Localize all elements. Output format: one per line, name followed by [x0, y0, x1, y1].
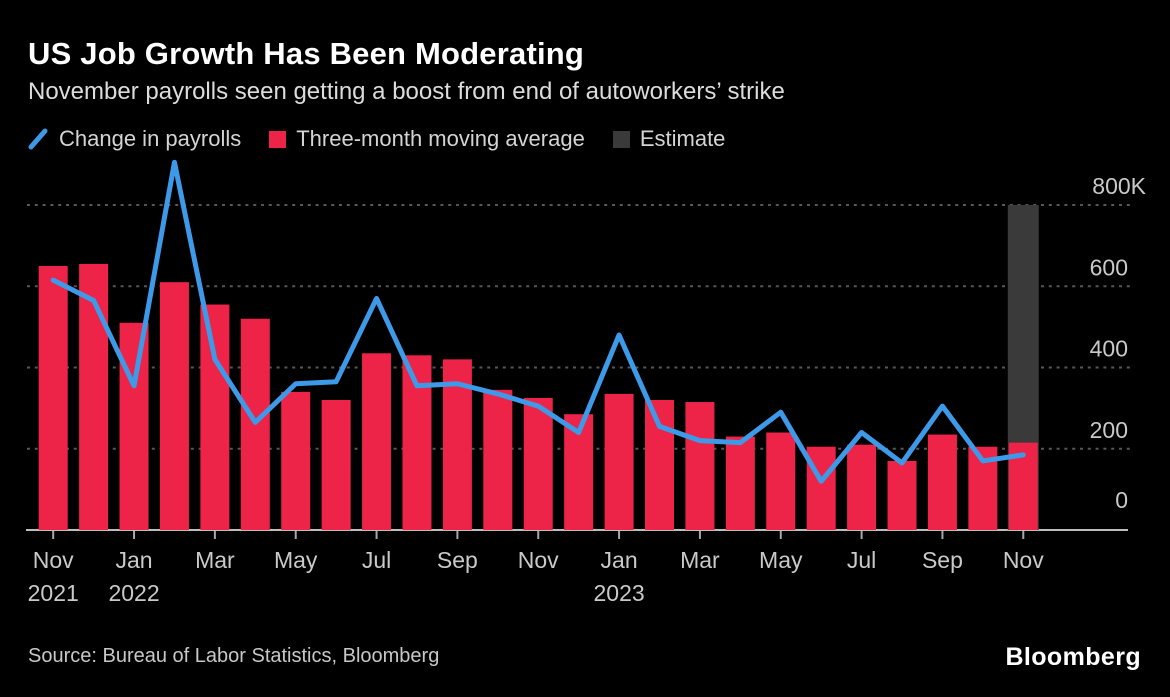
- line-series-icon: [28, 128, 48, 150]
- y-axis-label: 600: [1090, 254, 1128, 280]
- moving-average-bar: [119, 322, 149, 530]
- moving-average-bar: [362, 353, 392, 530]
- legend-label: Change in payrolls: [59, 126, 242, 151]
- moving-average-bar: [483, 389, 513, 530]
- x-axis-label: Jan: [601, 547, 638, 573]
- moving-average-bar: [281, 391, 311, 530]
- moving-average-bar: [685, 402, 715, 530]
- x-axis-label: Jul: [362, 547, 391, 573]
- x-axis-label: Nov: [1003, 547, 1044, 573]
- moving-average-bar: [887, 460, 917, 530]
- x-axis-year-label: 2021: [28, 580, 79, 606]
- moving-average-bar: [523, 397, 553, 530]
- y-axis-label: 800K: [1092, 173, 1146, 199]
- moving-average-bar: [604, 393, 634, 530]
- x-axis-label: Nov: [33, 547, 74, 573]
- legend-label: Estimate: [639, 126, 726, 151]
- moving-average-bar: [725, 436, 755, 530]
- moving-average-bar: [927, 434, 957, 530]
- x-axis-label: May: [274, 547, 318, 573]
- bloomberg-logo: Bloomberg: [1005, 643, 1141, 671]
- legend-item-estimate: Estimate: [612, 126, 726, 152]
- source-note: Source: Bureau of Labor Statistics, Bloo…: [28, 645, 440, 667]
- moving-average-bar: [200, 304, 230, 530]
- y-axis-label: 200: [1090, 417, 1128, 443]
- x-axis-label: Nov: [518, 547, 559, 573]
- x-axis-label: Jan: [115, 547, 152, 573]
- moving-average-bar: [766, 432, 796, 530]
- x-axis-label: Mar: [195, 547, 235, 573]
- x-axis-label: Mar: [680, 547, 720, 573]
- legend-item-moving-average: Three-month moving average: [269, 126, 585, 152]
- payrolls-line: [50, 159, 1026, 484]
- x-axis-year-label: 2022: [108, 580, 159, 606]
- y-axis-label: 0: [1115, 487, 1128, 513]
- moving-average-bar: [847, 444, 877, 530]
- x-axis-label: Jul: [847, 547, 876, 573]
- legend: Change in payrolls Three-month moving av…: [27, 126, 725, 152]
- chart-title: US Job Growth Has Been Moderating: [28, 36, 585, 71]
- moving-average-bar: [159, 282, 189, 530]
- legend-item-change-in-payrolls: Change in payrolls: [27, 126, 241, 152]
- moving-average-bar: [645, 400, 674, 530]
- y-axis-label: 400: [1090, 336, 1128, 362]
- estimate-series-icon: [612, 130, 630, 148]
- moving-average-bar: [38, 265, 68, 530]
- x-axis-label: Sep: [437, 547, 478, 573]
- moving-average-bar: [79, 263, 109, 530]
- moving-average-bar: [321, 400, 351, 530]
- x-axis-label: May: [759, 547, 803, 573]
- x-axis-label: Sep: [922, 547, 963, 573]
- legend-label: Three-month moving average: [296, 126, 585, 151]
- chart-subtitle: November payrolls seen getting a boost f…: [28, 78, 785, 105]
- x-axis-year-label: 2023: [593, 580, 644, 606]
- bar-series-icon: [269, 130, 287, 148]
